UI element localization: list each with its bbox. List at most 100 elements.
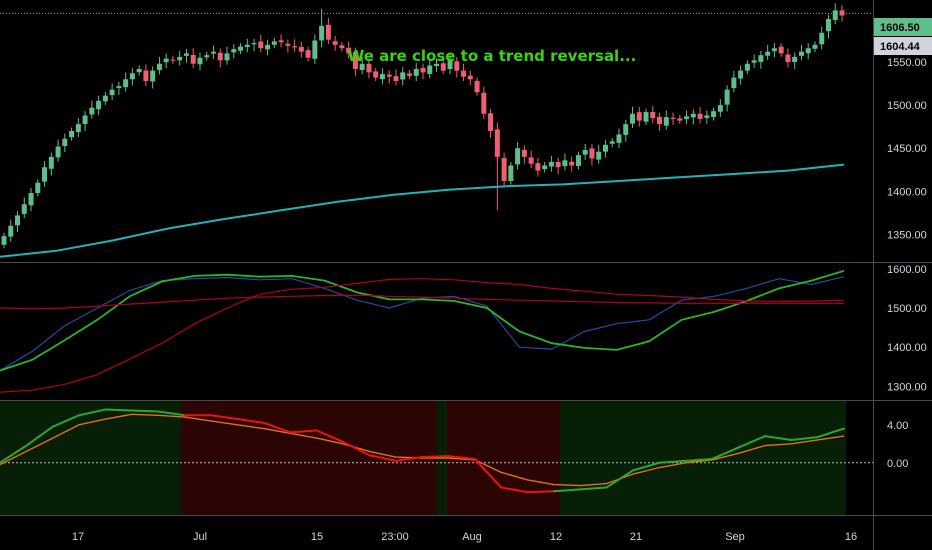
- candle-body[interactable]: [677, 118, 683, 121]
- candle-body[interactable]: [224, 53, 230, 61]
- candle-body[interactable]: [21, 204, 27, 214]
- indicator-pane[interactable]: [0, 269, 845, 393]
- candle-body[interactable]: [508, 165, 514, 181]
- candle-body[interactable]: [359, 63, 365, 70]
- candle-body[interactable]: [373, 71, 379, 78]
- candle-body[interactable]: [1, 236, 7, 245]
- candle-body[interactable]: [89, 107, 95, 115]
- candle-body[interactable]: [731, 77, 737, 89]
- candle-body[interactable]: [55, 146, 61, 158]
- candle-body[interactable]: [758, 55, 764, 62]
- candle-body[interactable]: [488, 113, 494, 131]
- candle-body[interactable]: [447, 60, 453, 70]
- candle-body[interactable]: [366, 63, 372, 73]
- candle-body[interactable]: [657, 117, 663, 125]
- candle-body[interactable]: [785, 54, 791, 63]
- candle-body[interactable]: [75, 124, 81, 133]
- candle-body[interactable]: [494, 129, 500, 157]
- candle-body[interactable]: [717, 105, 723, 112]
- candle-body[interactable]: [650, 112, 656, 119]
- candle-body[interactable]: [440, 63, 446, 71]
- candle-body[interactable]: [332, 41, 338, 45]
- candle-body[interactable]: [812, 44, 818, 49]
- candle-body[interactable]: [258, 41, 264, 49]
- candle-body[interactable]: [150, 70, 156, 82]
- candle-body[interactable]: [15, 215, 21, 226]
- candle-body[interactable]: [521, 149, 527, 157]
- candle-body[interactable]: [379, 74, 385, 80]
- candle-body[interactable]: [825, 18, 831, 32]
- candle-body[interactable]: [298, 46, 304, 52]
- candle-body[interactable]: [630, 113, 635, 124]
- candle-body[interactable]: [697, 113, 703, 119]
- candle-body[interactable]: [461, 70, 467, 77]
- candle-body[interactable]: [535, 163, 541, 171]
- candle-body[interactable]: [129, 73, 135, 80]
- candle-body[interactable]: [771, 48, 777, 52]
- candle-body[interactable]: [197, 57, 203, 65]
- candle-body[interactable]: [474, 80, 480, 93]
- candle-body[interactable]: [177, 56, 183, 61]
- price-pane[interactable]: [0, 3, 873, 258]
- candle-body[interactable]: [204, 55, 210, 58]
- candle-body[interactable]: [244, 44, 250, 48]
- candle-body[interactable]: [548, 162, 554, 167]
- candle-body[interactable]: [427, 65, 433, 74]
- candle-body[interactable]: [454, 61, 460, 71]
- candle-body[interactable]: [400, 72, 406, 80]
- candle-body[interactable]: [501, 157, 507, 181]
- candle-body[interactable]: [8, 225, 14, 237]
- candle-body[interactable]: [48, 156, 54, 169]
- candle-body[interactable]: [35, 182, 41, 194]
- candle-body[interactable]: [102, 95, 108, 102]
- candle-body[interactable]: [704, 115, 710, 118]
- candle-body[interactable]: [292, 46, 298, 48]
- candle-body[interactable]: [805, 48, 811, 54]
- candle-body[interactable]: [163, 58, 169, 63]
- candle-body[interactable]: [109, 89, 115, 96]
- candle-body[interactable]: [798, 51, 804, 56]
- candle-body[interactable]: [339, 45, 345, 49]
- candle-body[interactable]: [481, 92, 487, 114]
- candle-body[interactable]: [325, 24, 331, 40]
- candle-body[interactable]: [609, 141, 615, 144]
- candle-body[interactable]: [819, 32, 825, 45]
- candle-body[interactable]: [602, 144, 608, 152]
- candle-body[interactable]: [312, 40, 318, 59]
- candle-body[interactable]: [589, 148, 595, 159]
- candle-body[interactable]: [96, 100, 102, 110]
- candle-body[interactable]: [156, 63, 162, 71]
- candle-body[interactable]: [792, 56, 798, 63]
- candle-body[interactable]: [555, 162, 561, 168]
- candle-body[interactable]: [839, 10, 845, 16]
- candle-body[interactable]: [670, 117, 676, 119]
- candle-body[interactable]: [211, 51, 216, 54]
- candle-body[interactable]: [434, 63, 440, 67]
- candle-body[interactable]: [238, 46, 244, 51]
- candle-body[interactable]: [285, 43, 291, 46]
- candle-body[interactable]: [346, 47, 352, 54]
- candle-body[interactable]: [832, 10, 838, 20]
- candle-body[interactable]: [663, 117, 669, 126]
- candle-body[interactable]: [183, 53, 189, 56]
- candle-body[interactable]: [515, 148, 521, 165]
- candle-body[interactable]: [265, 44, 271, 50]
- candle-body[interactable]: [352, 51, 358, 69]
- candle-body[interactable]: [136, 68, 142, 73]
- candle-body[interactable]: [413, 68, 419, 76]
- candle-body[interactable]: [738, 70, 744, 79]
- candle-body[interactable]: [143, 70, 149, 82]
- candle-body[interactable]: [170, 59, 176, 61]
- candle-body[interactable]: [562, 160, 568, 167]
- oscillator-pane[interactable]: [0, 408, 873, 494]
- candle-body[interactable]: [278, 40, 284, 43]
- candle-body[interactable]: [684, 116, 690, 120]
- candle-body[interactable]: [69, 131, 75, 138]
- candle-body[interactable]: [420, 67, 426, 73]
- candle-body[interactable]: [616, 134, 622, 143]
- candle-body[interactable]: [271, 41, 277, 45]
- candle-body[interactable]: [542, 165, 548, 170]
- candle-body[interactable]: [217, 52, 223, 61]
- candle-body[interactable]: [319, 25, 325, 41]
